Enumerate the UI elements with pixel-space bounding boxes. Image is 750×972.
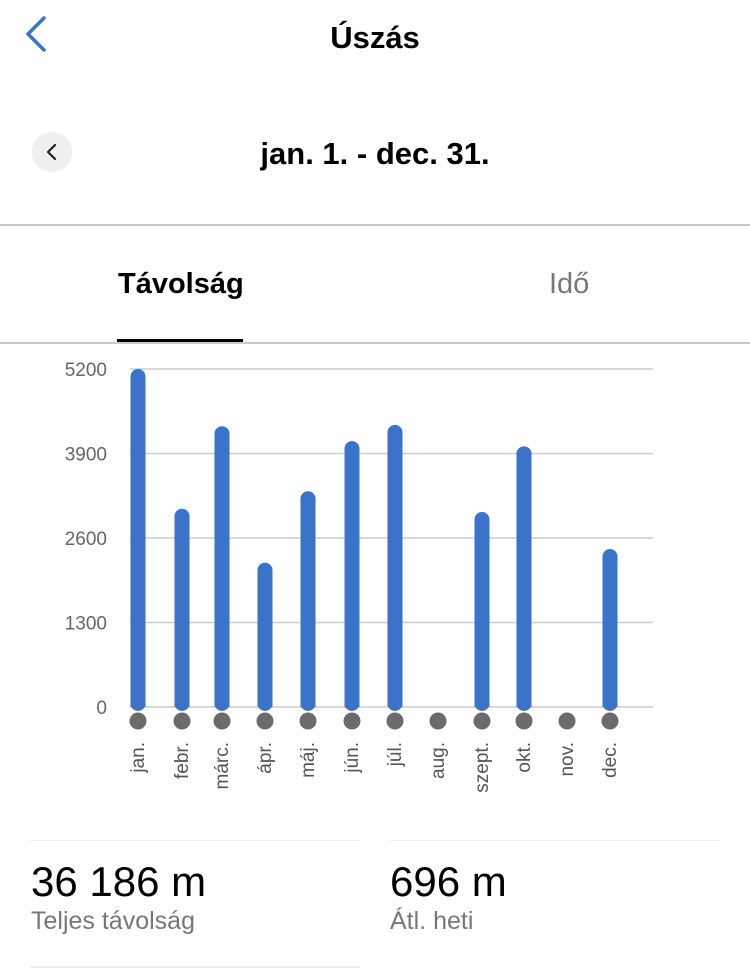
x-tick-label: márc. [212,742,233,790]
month-marker [213,712,231,730]
bar-base-9 [516,454,532,707]
y-tick-label: 1300 [65,614,107,635]
y-tick-label: 2600 [65,529,107,550]
bar-base-1 [174,516,190,707]
month-marker [515,712,533,730]
x-tick-label: febr. [172,742,193,779]
month-marker [601,712,619,730]
month-marker [173,712,191,730]
bar-base-3 [257,570,273,707]
divider [0,342,750,344]
month-marker [429,712,447,730]
tab-time[interactable]: Idő [549,268,590,300]
weekly-average-value: 696 m [390,858,507,905]
back-button[interactable] [22,14,62,58]
bar-base-5 [344,449,360,707]
x-tick-label: jún. [342,742,363,774]
tab-distance[interactable]: Távolság [118,268,244,300]
y-tick-label: 0 [96,698,107,719]
month-marker [558,712,576,730]
month-marker [343,712,361,730]
x-tick-label: dec. [600,742,621,778]
bar-base-4 [300,499,316,707]
chevron-left-icon [46,143,57,161]
page-title: Úszás [330,20,420,55]
date-range: jan. 1. - dec. 31. [260,136,490,171]
weekly-average-label: Átl. heti [390,907,474,935]
x-tick-label: jan. [128,742,149,774]
distance-bar-chart: 0 1300 2600 3900 5200 jan. febr. márc. ápr. máj. j… [65,360,653,793]
bar-base-0 [130,377,146,707]
month-marker [129,712,147,730]
bar-base-11 [602,557,618,707]
total-distance-value: 36 186 m [31,858,207,905]
x-tick-label: okt. [514,742,535,773]
bar-base-8 [474,520,490,707]
divider [30,840,360,841]
divider [30,966,360,968]
y-tick-label: 3900 [65,445,107,466]
x-tick-label: aug. [428,742,449,779]
total-distance-label: Teljes távolság [31,907,195,935]
month-marker [473,712,491,730]
bar-base-2 [214,434,230,707]
divider [0,224,750,226]
x-tick-label: szept. [472,742,493,793]
active-tab-indicator [117,339,243,342]
x-tick-label: máj. [298,742,319,778]
month-marker [386,712,404,730]
month-marker [299,712,317,730]
bar-base-6 [387,432,403,707]
x-tick-label: ápr. [255,742,276,774]
previous-period-button[interactable] [32,132,72,172]
x-tick-label: nov. [557,742,578,777]
month-marker [256,712,274,730]
y-tick-label: 5200 [65,360,107,381]
divider [390,840,720,841]
x-tick-label: júl. [385,742,406,767]
chevron-left-icon [26,16,46,52]
